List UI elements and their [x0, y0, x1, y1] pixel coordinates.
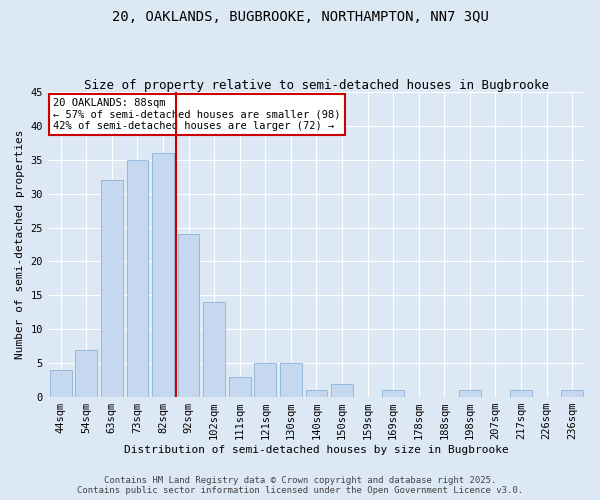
Bar	[305, 390, 328, 397]
Bar	[382, 390, 404, 397]
Bar	[203, 302, 225, 397]
Bar	[50, 370, 71, 397]
Bar	[459, 390, 481, 397]
Bar	[178, 234, 199, 397]
Bar	[510, 390, 532, 397]
Bar	[152, 153, 174, 397]
Bar	[101, 180, 123, 397]
Text: Contains HM Land Registry data © Crown copyright and database right 2025.
Contai: Contains HM Land Registry data © Crown c…	[77, 476, 523, 495]
Y-axis label: Number of semi-detached properties: Number of semi-detached properties	[15, 130, 25, 360]
Bar	[127, 160, 148, 397]
Bar	[254, 363, 276, 397]
Text: 20, OAKLANDS, BUGBROOKE, NORTHAMPTON, NN7 3QU: 20, OAKLANDS, BUGBROOKE, NORTHAMPTON, NN…	[112, 10, 488, 24]
X-axis label: Distribution of semi-detached houses by size in Bugbrooke: Distribution of semi-detached houses by …	[124, 445, 509, 455]
Title: Size of property relative to semi-detached houses in Bugbrooke: Size of property relative to semi-detach…	[84, 79, 549, 92]
Text: 20 OAKLANDS: 88sqm
← 57% of semi-detached houses are smaller (98)
42% of semi-de: 20 OAKLANDS: 88sqm ← 57% of semi-detache…	[53, 98, 341, 132]
Bar	[280, 363, 302, 397]
Bar	[229, 376, 251, 397]
Bar	[76, 350, 97, 397]
Bar	[331, 384, 353, 397]
Bar	[562, 390, 583, 397]
